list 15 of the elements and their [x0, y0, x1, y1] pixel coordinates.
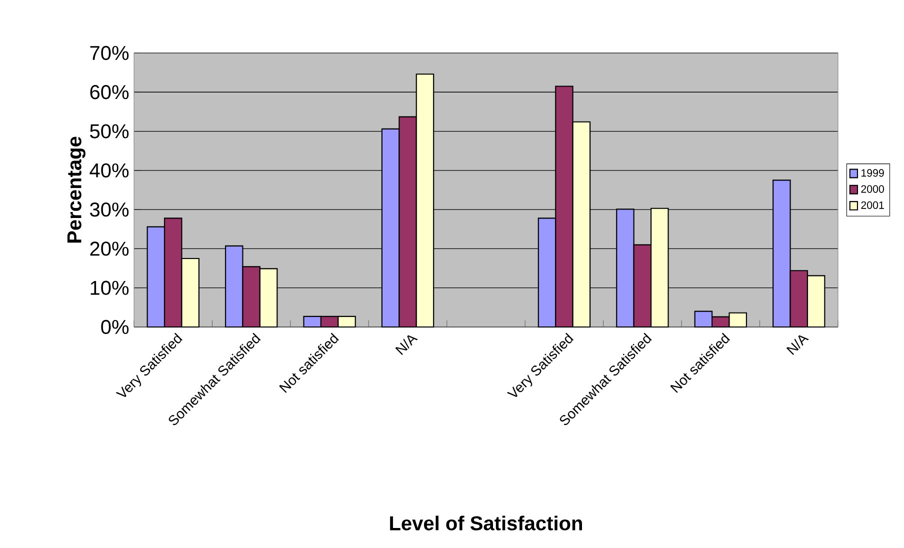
x-tick-label: N/A: [395, 335, 418, 355]
legend-label: 2001: [861, 201, 884, 209]
y-tick-label: 30%: [90, 202, 129, 217]
legend-label: 1999: [862, 169, 884, 177]
y-tick-label: 0%: [101, 320, 129, 334]
y-axis-title: Percentage: [67, 136, 86, 243]
y-tick-label: 10%: [90, 280, 129, 295]
y-tick-label: 50%: [90, 124, 129, 138]
legend-label: 2000: [861, 185, 884, 193]
x-axis-title: Level of Satisfaction: [390, 516, 582, 530]
y-tick-label: 20%: [90, 242, 129, 256]
y-tick-label: 40%: [90, 163, 129, 178]
y-tick-label: 70%: [90, 46, 129, 60]
y-tick-label: 60%: [90, 85, 129, 100]
x-tick-label: N/A: [786, 335, 809, 355]
